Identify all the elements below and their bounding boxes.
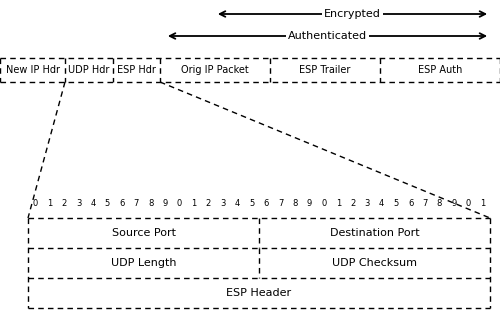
Text: 0: 0 bbox=[466, 198, 471, 207]
Text: 0: 0 bbox=[32, 198, 38, 207]
Text: Source Port: Source Port bbox=[112, 228, 176, 238]
Text: 2: 2 bbox=[206, 198, 211, 207]
Text: ESP Trailer: ESP Trailer bbox=[300, 65, 350, 75]
Text: 3: 3 bbox=[76, 198, 81, 207]
Text: 6: 6 bbox=[408, 198, 414, 207]
Text: 1: 1 bbox=[336, 198, 341, 207]
Text: ESP Header: ESP Header bbox=[226, 288, 292, 298]
Text: 7: 7 bbox=[278, 198, 283, 207]
Text: Encrypted: Encrypted bbox=[324, 9, 381, 19]
Text: 8: 8 bbox=[148, 198, 154, 207]
Text: 6: 6 bbox=[119, 198, 124, 207]
Text: 1: 1 bbox=[192, 198, 196, 207]
Text: UDP Hdr: UDP Hdr bbox=[68, 65, 110, 75]
Text: 2: 2 bbox=[62, 198, 66, 207]
Text: 8: 8 bbox=[292, 198, 298, 207]
Text: 9: 9 bbox=[452, 198, 456, 207]
Text: 4: 4 bbox=[379, 198, 384, 207]
Text: 5: 5 bbox=[394, 198, 399, 207]
Text: 5: 5 bbox=[249, 198, 254, 207]
Text: Destination Port: Destination Port bbox=[330, 228, 420, 238]
Text: 0: 0 bbox=[322, 198, 326, 207]
Text: UDP Checksum: UDP Checksum bbox=[332, 258, 417, 268]
Text: ESP Auth: ESP Auth bbox=[418, 65, 462, 75]
Text: 3: 3 bbox=[220, 198, 226, 207]
Text: 3: 3 bbox=[364, 198, 370, 207]
Text: 6: 6 bbox=[264, 198, 269, 207]
Text: ESP Hdr: ESP Hdr bbox=[117, 65, 156, 75]
Text: New IP Hdr: New IP Hdr bbox=[6, 65, 60, 75]
Text: 8: 8 bbox=[437, 198, 442, 207]
Text: 1: 1 bbox=[480, 198, 486, 207]
Text: 0: 0 bbox=[177, 198, 182, 207]
Text: 7: 7 bbox=[134, 198, 139, 207]
Text: 9: 9 bbox=[307, 198, 312, 207]
Text: Authenticated: Authenticated bbox=[288, 31, 367, 41]
Text: UDP Length: UDP Length bbox=[111, 258, 176, 268]
Text: 7: 7 bbox=[422, 198, 428, 207]
Text: 2: 2 bbox=[350, 198, 356, 207]
Text: 9: 9 bbox=[162, 198, 168, 207]
Text: Orig IP Packet: Orig IP Packet bbox=[181, 65, 249, 75]
Text: 4: 4 bbox=[90, 198, 96, 207]
Text: 1: 1 bbox=[47, 198, 52, 207]
Text: 5: 5 bbox=[105, 198, 110, 207]
Text: 4: 4 bbox=[234, 198, 240, 207]
